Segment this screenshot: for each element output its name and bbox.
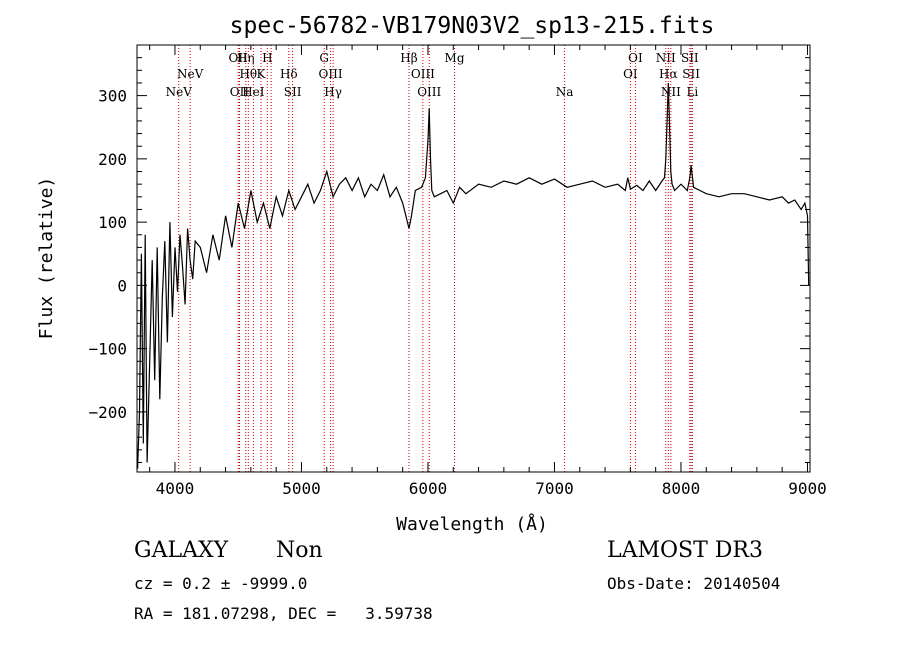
y-tick-label: −200 xyxy=(88,403,127,422)
spectrum-line xyxy=(137,82,810,469)
line-marker-label: NeV xyxy=(177,67,204,81)
line-marker-label: Hθ xyxy=(239,67,257,81)
line-marker-label: SII xyxy=(682,67,700,81)
line-marker-label: SII xyxy=(284,85,302,99)
y-tick-label: 100 xyxy=(98,213,127,232)
x-tick-label: 8000 xyxy=(662,479,701,498)
line-marker-label: G xyxy=(319,51,329,65)
line-marker-label: Hα xyxy=(659,67,678,81)
line-marker-label: Hβ xyxy=(400,51,417,65)
line-marker-label: OII xyxy=(229,51,249,65)
plot-frame xyxy=(136,44,811,473)
survey-label: LAMOST DR3 xyxy=(607,538,763,563)
spectrum-layer xyxy=(137,82,810,469)
line-marker-label: OI xyxy=(623,67,638,81)
line-marker-label: Hδ xyxy=(280,67,298,81)
line-marker-label: Hγ xyxy=(324,85,342,99)
line-marker-label: Na xyxy=(556,85,574,99)
x-tick-label: 9000 xyxy=(788,479,827,498)
line-marker-label: NII xyxy=(661,85,681,99)
line-marker-label: K xyxy=(256,67,266,81)
x-tick-label: 5000 xyxy=(282,479,321,498)
cz-text: cz = 0.2 ± -9999.0 xyxy=(134,574,308,593)
class-label: GALAXY xyxy=(134,538,229,563)
line-marker-label: NII xyxy=(656,51,676,65)
line-marker-label: Hη xyxy=(237,51,255,65)
line-marker-label: H xyxy=(262,51,272,65)
line-marker-label: OIII xyxy=(411,67,435,81)
line-marker-label: Li xyxy=(686,85,698,99)
x-tick-label: 4000 xyxy=(156,479,195,498)
y-tick-label: 300 xyxy=(98,87,127,106)
x-tick-label: 6000 xyxy=(409,479,448,498)
chart-title: spec-56782-VB179N03V2_sp13-215.fits xyxy=(230,13,715,39)
line-marker-label: OIII xyxy=(319,67,343,81)
y-tick-label: 0 xyxy=(117,276,127,295)
subclass-label: Non xyxy=(276,538,323,563)
y-tick-label: −100 xyxy=(88,340,127,359)
x-axis-label: Wavelength (Å) xyxy=(396,513,548,535)
y-tick-label: 200 xyxy=(98,150,127,169)
line-marker-label: HeI xyxy=(242,85,265,99)
tick-layer: 4000 5000 6000 7000 8000 9000 −200 −100 0 100 200 3… xyxy=(88,45,827,498)
line-marker-label: OIII xyxy=(417,85,441,99)
line-marker-label: OII xyxy=(230,85,250,99)
obs-date-text: Obs-Date: 20140504 xyxy=(607,574,781,593)
line-marker-label: OI xyxy=(628,51,643,65)
y-axis-label: Flux (relative) xyxy=(36,177,57,340)
line-marker-label: Mg xyxy=(445,51,465,65)
line-marker-label: SII xyxy=(681,51,699,65)
radec-text: RA = 181.07298, DEC = 3.59738 xyxy=(134,604,433,623)
x-tick-label: 7000 xyxy=(535,479,574,498)
line-marker-layer: NeVNeVOIIOIIHηHθHeIKHHδSIIGOIIIHγHβOIIIO… xyxy=(166,45,700,472)
line-marker-label: NeV xyxy=(166,85,193,99)
